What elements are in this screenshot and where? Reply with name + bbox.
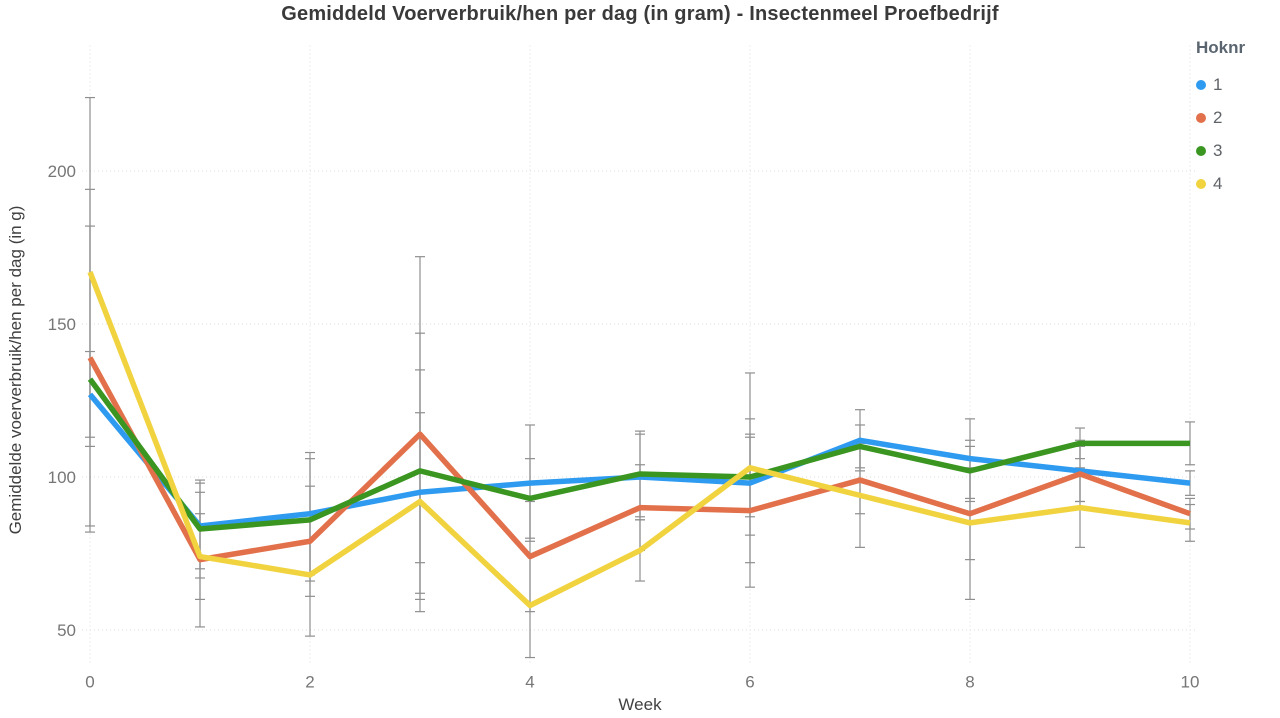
series-line-hok-4: [87, 270, 1191, 609]
legend: Hoknr 1 2 3 4: [1196, 38, 1245, 200]
y-tick-labels: 50 100 150 200: [48, 162, 76, 640]
y-tick-label: 150: [48, 315, 76, 334]
y-tick-label: 100: [48, 468, 76, 487]
legend-item-label: 4: [1213, 173, 1223, 193]
legend-item-label: 3: [1213, 140, 1223, 160]
legend-item-hok-4[interactable]: 4: [1196, 167, 1245, 200]
x-tick-label: 0: [85, 673, 94, 692]
gridlines: [82, 45, 1196, 664]
legend-item-hok-1[interactable]: 1: [1196, 68, 1245, 101]
legend-item-label: 1: [1213, 74, 1223, 94]
x-axis-label: Week: [618, 695, 662, 714]
x-tick-label: 10: [1181, 673, 1200, 692]
series-4-swatch-icon: [1196, 178, 1206, 189]
y-tick-label: 50: [57, 621, 76, 640]
x-tick-label: 8: [965, 673, 974, 692]
series-line-hok-3: [87, 377, 1190, 532]
x-tick-label: 6: [745, 673, 754, 692]
series-3-swatch-icon: [1196, 145, 1206, 156]
series-1-swatch-icon: [1196, 79, 1206, 90]
series-line-hok-2: [87, 356, 1191, 563]
legend-title: Hoknr: [1196, 38, 1246, 57]
y-tick-label: 200: [48, 162, 76, 181]
series-2-swatch-icon: [1196, 112, 1206, 123]
legend-item-hok-3[interactable]: 3: [1196, 134, 1245, 167]
legend-item-label: 2: [1213, 107, 1223, 127]
x-tick-label: 4: [525, 673, 534, 692]
error-bars: [85, 96, 1195, 659]
y-axis-label: Gemiddelde voerverbruik/hen per dag (in …: [6, 205, 25, 535]
chart-title: Gemiddeld Voerverbruik/hen per dag (in g…: [281, 3, 999, 25]
x-tick-labels: 0 2 4 6 8 10: [85, 673, 1199, 692]
legend-item-hok-2[interactable]: 2: [1196, 101, 1245, 134]
x-tick-label: 2: [305, 673, 314, 692]
